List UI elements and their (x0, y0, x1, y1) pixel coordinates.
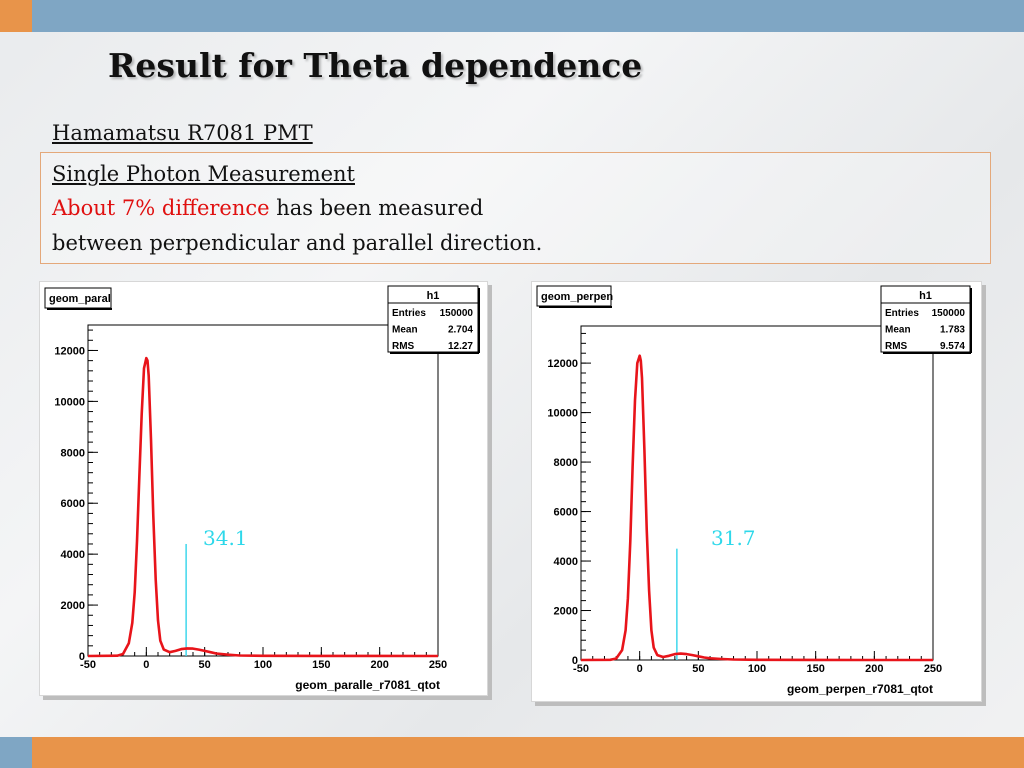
x-tick-label: 150 (806, 663, 824, 675)
stats-label: Mean (885, 325, 911, 336)
x-tick-label: 250 (924, 663, 942, 675)
x-tick-label: 250 (429, 659, 447, 671)
stats-name: h1 (919, 290, 932, 302)
y-tick-label: 0 (572, 655, 578, 667)
peak-marker-label-perpendicular: 31.7 (711, 526, 756, 550)
top-bar-accent (0, 0, 32, 32)
stats-value: 150000 (932, 308, 966, 319)
stats-value: 9.574 (940, 341, 965, 352)
top-bar (0, 0, 1024, 32)
stats-box (880, 285, 971, 353)
info-line-1-rest: has been measured (269, 196, 484, 220)
stats-label: RMS (392, 341, 415, 352)
stats-name: h1 (427, 290, 440, 302)
y-tick-label: 4000 (61, 549, 85, 561)
histogram-title: geom_paral (49, 293, 111, 305)
info-line-2: between perpendicular and parallel direc… (52, 231, 543, 255)
histogram-perpendicular: -50 0 50 100 150 200 250 0 2000 4000 6000 8000 10000… (531, 281, 986, 706)
x-tick-label: 50 (692, 663, 704, 675)
stats-value: 12.27 (448, 341, 473, 352)
histogram-perpendicular-svg: -50 0 50 100 150 200 2500200040006000800010000… (531, 281, 986, 706)
x-axis-label: geom_paralle_r7081_qtot (295, 678, 440, 692)
y-tick-label: 6000 (554, 507, 578, 519)
info-line-1: About 7% difference has been measured (52, 196, 483, 220)
histogram-curve-parallel (87, 356, 439, 658)
stats-label: Entries (885, 308, 919, 319)
stats-box (387, 285, 479, 353)
subtitle: Hamamatsu R7081 PMT (52, 121, 313, 145)
stats-label: Mean (392, 325, 418, 336)
x-axis-label: geom_perpen_r7081_qtot (787, 682, 933, 696)
stats-label: RMS (885, 341, 908, 352)
stats-value: 2.704 (448, 325, 473, 336)
y-tick-label: 12000 (547, 358, 578, 370)
x-tick-label: -50 (80, 659, 96, 671)
x-tick-label: 200 (370, 659, 388, 671)
y-tick-label: 10000 (547, 408, 578, 420)
x-tick-label: -50 (573, 663, 589, 675)
histogram-parallel-svg: -50 0 50 100 150 200 2500200040006000800010000… (39, 281, 492, 700)
histogram-curve-perpendicular (580, 354, 933, 662)
y-tick-label: 2000 (554, 606, 578, 618)
info-box: Single Photon Measurement About 7% diffe… (40, 152, 991, 264)
y-tick-label: 12000 (54, 345, 85, 357)
x-tick-label: 150 (312, 659, 330, 671)
info-highlight: About 7% difference (52, 196, 270, 220)
slide-title: Result for Theta dependence (108, 46, 643, 85)
stats-value: 1.783 (940, 325, 965, 336)
y-tick-label: 6000 (61, 498, 85, 510)
x-tick-label: 0 (637, 663, 643, 675)
bottom-bar-accent (0, 737, 32, 768)
plot-frame (580, 325, 934, 661)
stats-value: 150000 (440, 308, 474, 319)
x-tick-label: 0 (143, 659, 149, 671)
y-tick-label: 10000 (54, 396, 85, 408)
bottom-bar (0, 737, 1024, 768)
y-tick-label: 8000 (61, 447, 85, 459)
histogram-title: geom_perpen (541, 291, 613, 303)
stats-label: Entries (392, 308, 426, 319)
x-tick-label: 100 (254, 659, 272, 671)
y-tick-label: 4000 (554, 556, 578, 568)
x-tick-label: 200 (865, 663, 883, 675)
info-heading: Single Photon Measurement (52, 162, 355, 186)
peak-marker-label-parallel: 34.1 (203, 526, 248, 550)
x-tick-label: 50 (199, 659, 211, 671)
y-tick-label: 0 (79, 651, 85, 663)
x-tick-label: 100 (748, 663, 766, 675)
y-tick-label: 2000 (61, 600, 85, 612)
histogram-parallel: -50 0 50 100 150 200 250 0 2000 4000 6000 8000 10000… (39, 281, 492, 700)
y-tick-label: 8000 (554, 457, 578, 469)
plot-frame (87, 324, 439, 657)
